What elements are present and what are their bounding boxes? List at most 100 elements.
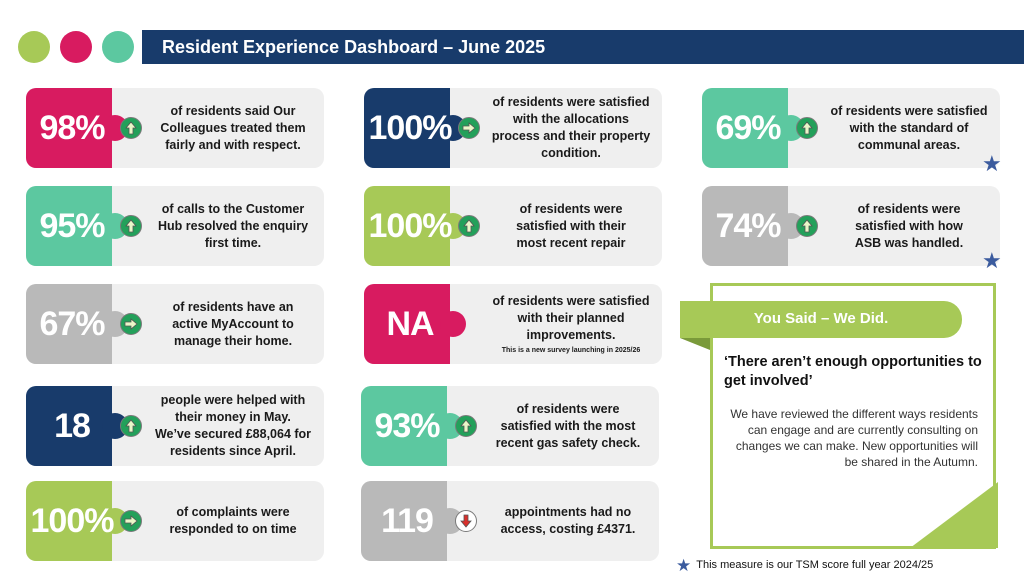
kpi-description-line: of residents were satisfied (830, 103, 988, 118)
kpi-description-line: people were helped with (160, 393, 306, 407)
kpi-description-line: first time. (204, 235, 262, 250)
kpi-description-line: of complaints were (176, 505, 290, 519)
star-icon: ★ (982, 151, 1002, 176)
kpi-description-line: ASB was handled. (854, 235, 964, 250)
kpi-value: 100% (368, 109, 453, 147)
kpi-value: 119 (381, 502, 434, 540)
kpi-color-block (702, 88, 788, 168)
you-said-quote: ‘There aren’t enough opportunities to ge… (724, 354, 982, 389)
kpi-description: of residents have an active MyAccount to m… (146, 284, 320, 364)
kpi-value: 74% (715, 207, 781, 245)
kpi-value: 69% (715, 109, 781, 147)
kpi-description: of residents said Our Colleagues treated … (146, 88, 320, 168)
kpi-description-line: responded to on time (169, 522, 297, 536)
kpi-color-block (26, 481, 112, 561)
kpi-color-block (26, 186, 112, 266)
kpi-color-block (26, 88, 112, 168)
kpi-description-line: improvements. (526, 328, 616, 342)
kpi-color-block (361, 386, 447, 466)
kpi-description-line: residents since April. (170, 444, 296, 458)
kpi-description-line: satisfied with the most (500, 418, 636, 433)
kpi-value: 100% (368, 207, 453, 245)
kpi-value: 95% (39, 207, 105, 245)
ribbon-fold (680, 338, 710, 350)
puzzle-knob (440, 311, 466, 337)
kpi-description-line: fairly and with respect. (165, 137, 301, 152)
we-did-text: We have reviewed the different ways resi… (730, 407, 978, 469)
kpi-description-line: of residents were (857, 201, 961, 216)
kpi-card: 95% of calls to the Customer Hub resolved … (26, 186, 324, 266)
kpi-description-line: Hub resolved the enquiry (157, 218, 309, 233)
kpi-description: of residents were satisfied with the stan… (822, 88, 996, 168)
kpi-description-line: access, costing £4371. (500, 522, 636, 536)
arrow-up-icon (120, 415, 142, 437)
footnote: ★ This measure is our TSM score full year… (676, 556, 933, 576)
kpi-description-line: satisfied with their (516, 218, 626, 233)
arrow-up-icon (120, 117, 142, 139)
kpi-description-line: of residents were satisfied (492, 95, 650, 109)
kpi-description-line: of residents have an (172, 299, 294, 314)
kpi-card: 93% of residents were satisfied with the m… (361, 386, 659, 466)
arrow-right-icon (458, 117, 480, 139)
panel-corner-decoration (910, 482, 998, 548)
kpi-card: 98% of residents said Our Colleagues treat… (26, 88, 324, 168)
arrow-up-icon (796, 117, 818, 139)
star-icon: ★ (676, 556, 692, 575)
kpi-description-line: Colleagues treated them (160, 120, 306, 135)
footnote-text: This measure is our TSM score full year … (696, 559, 934, 571)
kpi-card: 100% of complaints were responded to on ti… (26, 481, 324, 561)
kpi-description-line: condition. (541, 146, 601, 160)
kpi-description-line: manage their home. (173, 333, 293, 348)
kpi-value: 93% (374, 407, 440, 445)
kpi-description-line: appointments had no (504, 505, 632, 519)
kpi-description-line: communal areas. (857, 137, 961, 152)
kpi-value: NA (386, 305, 434, 343)
arrow-down-icon (455, 510, 477, 532)
kpi-color-block (702, 186, 788, 266)
kpi-description: of residents were satisfied with their mos… (484, 186, 658, 266)
kpi-description-line: recent gas safety check. (495, 435, 641, 450)
kpi-description: of complaints were responded to on time (146, 481, 320, 561)
page-title: Resident Experience Dashboard – June 202… (162, 37, 546, 57)
arrow-up-icon (458, 215, 480, 237)
kpi-description: of residents were satisfied with their pl… (484, 284, 658, 364)
teal-dot (102, 31, 134, 63)
kpi-card: 119 appointments had no access, costing £4… (361, 481, 659, 561)
green-dot (18, 31, 50, 63)
kpi-color-block (361, 481, 447, 561)
kpi-card: 18 people were helped with their money in … (26, 386, 324, 466)
kpi-description: of residents were satisfied with the most… (481, 386, 655, 466)
kpi-color-block (26, 386, 112, 466)
kpi-value: 67% (39, 305, 105, 343)
you-said-ribbon: You Said – We Did. (680, 301, 962, 338)
kpi-description-line: with their planned (517, 311, 625, 325)
kpi-description-line: of residents were (516, 401, 620, 416)
kpi-description-line: with the standard of (849, 120, 969, 135)
kpi-description: of residents were satisfied with the allo… (484, 88, 658, 168)
kpi-card: 69% of residents were satisfied with the s… (702, 88, 1000, 168)
kpi-description-line: of residents said Our (170, 103, 296, 118)
arrow-up-icon (796, 215, 818, 237)
kpi-description-line: active MyAccount to (172, 316, 294, 331)
arrow-right-icon (120, 313, 142, 335)
title-bar: Resident Experience Dashboard – June 202… (142, 30, 1024, 64)
kpi-color-block (364, 284, 450, 364)
kpi-description-line: their money in May. (175, 410, 291, 424)
kpi-card: 100% of residents were satisfied with thei… (364, 186, 662, 266)
kpi-description-line: process and their property (491, 129, 651, 143)
arrow-right-icon (120, 510, 142, 532)
kpi-description: of calls to the Customer Hub resolved the… (146, 186, 320, 266)
kpi-description-line: with the allocations (513, 112, 629, 126)
kpi-card: NA of residents were satisfied with their … (364, 284, 662, 364)
kpi-card: 74% of residents were satisfied with how AS… (702, 186, 1000, 266)
kpi-description: of residents were satisfied with how ASB w… (822, 186, 996, 266)
kpi-description-line: of residents were satisfied (492, 294, 650, 308)
kpi-color-block (364, 186, 450, 266)
kpi-value: 100% (30, 502, 115, 540)
kpi-value: 18 (54, 407, 91, 445)
kpi-description: people were helped with their money in Ma… (146, 386, 320, 466)
kpi-color-block (364, 88, 450, 168)
kpi-value: 98% (39, 109, 105, 147)
pink-dot (60, 31, 92, 63)
kpi-description: appointments had no access, costing £4371… (481, 481, 655, 561)
